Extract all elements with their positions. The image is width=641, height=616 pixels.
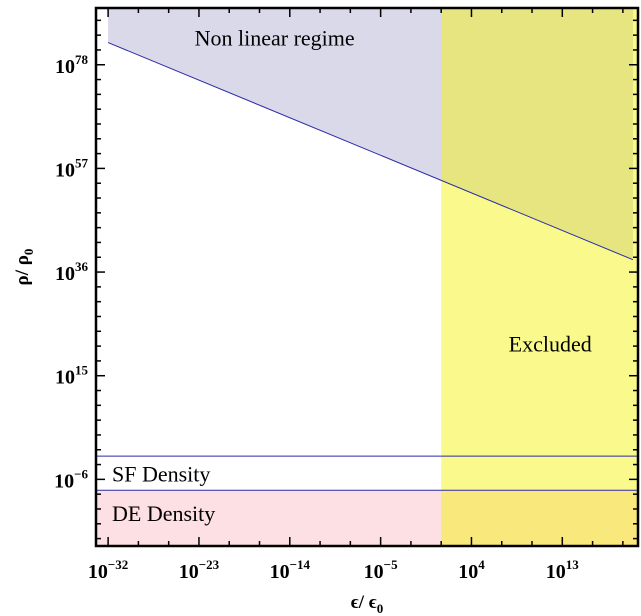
x-tick-label-base: 10	[364, 561, 384, 583]
annotation-sf-density: SF Density	[112, 461, 210, 486]
x-tick-label-base: 10	[179, 561, 199, 583]
labels-layer: 10−32 10−23 10−14 10−5 104 101310781057103610…	[12, 26, 592, 616]
y-axis-label-group: ρ/ ρ0	[12, 249, 36, 286]
x-tick-label-exponent: −32	[108, 557, 128, 572]
y-tick-label-exponent: 15	[75, 363, 89, 378]
nonlinear-boundary-line	[107, 42, 634, 261]
plot-area	[96, 8, 638, 546]
y-axis-label: ρ/ ρ0	[12, 249, 36, 286]
sf-density-region	[96, 456, 638, 491]
y-tick-label: 1078	[55, 52, 89, 78]
x-tick-label: 1013	[546, 557, 580, 583]
y-tick-label-exponent: 57	[75, 155, 89, 170]
y-tick-label-exponent: 78	[75, 52, 89, 67]
x-tick-label: 104	[458, 557, 485, 583]
x-tick-label: 10−32	[88, 557, 128, 583]
x-tick-label: 10−14	[270, 557, 311, 583]
y-tick-label-base: 10	[55, 367, 75, 389]
x-tick-label-base: 10	[546, 561, 566, 583]
axes-layer	[94, 6, 640, 548]
y-tick-label-base: 10	[55, 263, 75, 285]
y-tick-label-exponent: 36	[75, 259, 89, 274]
x-tick-label: 10−23	[179, 557, 220, 583]
annotation-de-density: DE Density	[112, 501, 215, 526]
nonlinear-region	[108, 8, 633, 260]
y-tick-label-base: 10	[54, 470, 74, 492]
annotation-non-linear-regime: Non linear regime	[195, 26, 355, 51]
x-tick-label-exponent: 13	[566, 557, 580, 572]
x-axis-label-base: ϵ/ ϵ	[351, 592, 377, 613]
y-tick-label: 1015	[55, 363, 89, 389]
y-tick-label-exponent: −6	[74, 466, 88, 481]
y-tick-label-base: 10	[55, 56, 75, 78]
de-density-region	[96, 490, 638, 546]
y-tick-label: 1057	[55, 155, 89, 181]
x-tick-label-exponent: −14	[290, 557, 311, 572]
y-axis-label-sub: 0	[21, 249, 36, 256]
x-tick-label-base: 10	[88, 561, 108, 583]
y-tick-label: 10−6	[54, 466, 88, 492]
x-tick-label-base: 10	[458, 561, 478, 583]
annotation-excluded: Excluded	[509, 332, 592, 357]
x-tick-label-base: 10	[270, 561, 290, 583]
plot-frame	[94, 6, 640, 548]
plot-layer	[96, 8, 638, 546]
x-axis-label-sub: 0	[377, 601, 384, 616]
y-axis-label-base: ρ/ ρ	[12, 255, 33, 285]
x-tick-label-exponent: −23	[199, 557, 220, 572]
x-axis-label: ϵ/ ϵ0	[351, 592, 384, 616]
x-tick-label-exponent: −5	[384, 557, 398, 572]
y-tick-label-base: 10	[55, 159, 75, 181]
x-tick-label: 10−5	[364, 557, 398, 583]
y-tick-label: 1036	[55, 259, 89, 285]
x-tick-label-exponent: 4	[478, 557, 485, 572]
excluded-region	[441, 8, 638, 546]
